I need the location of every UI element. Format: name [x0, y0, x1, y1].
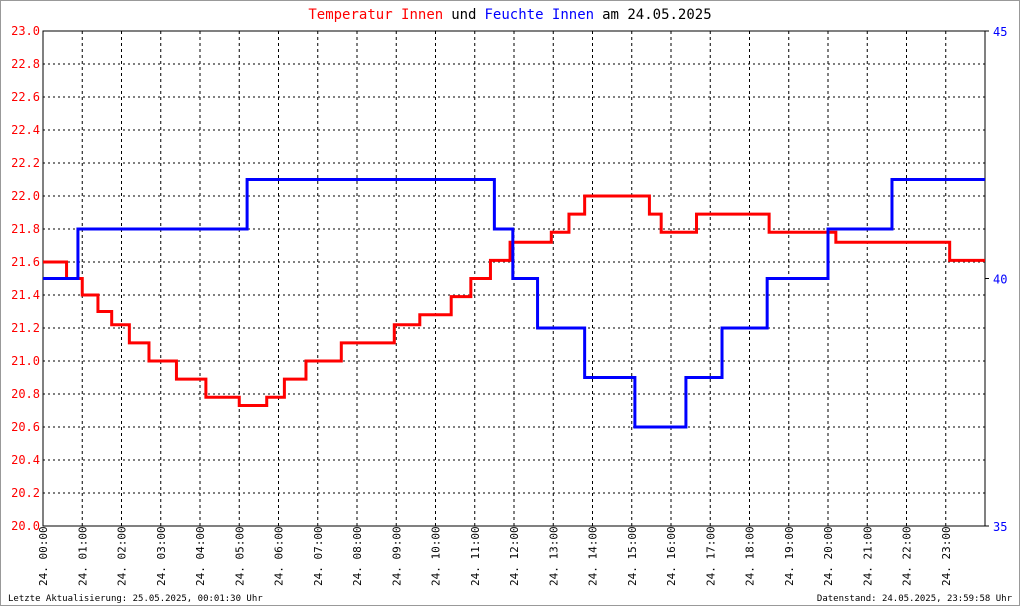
- title-part: Feuchte Innen: [485, 7, 595, 23]
- chart-title: Temperatur Innen und Feuchte Innen am 24.05…: [308, 7, 711, 23]
- y-tick-label: 21.2: [11, 321, 40, 335]
- x-tick-label: 24. 21:00: [861, 526, 874, 586]
- x-tick-label: 24. 05:00: [233, 526, 246, 586]
- footer-left: Letzte Aktualisierung: 25.05.2025, 00:01…: [8, 594, 263, 604]
- y-tick-label: 20.6: [11, 420, 40, 434]
- x-tick-label: 24. 16:00: [665, 526, 678, 586]
- y-tick-label: 20.2: [11, 486, 40, 500]
- y-tick-label: 20.4: [11, 453, 40, 467]
- x-tick-label: 24. 13:00: [547, 526, 560, 586]
- x-tick-label: 24. 15:00: [626, 526, 639, 586]
- x-tick-label: 24. 01:00: [76, 526, 89, 586]
- y-tick-label: 21.0: [11, 354, 40, 368]
- y-tick-label: 20.8: [11, 387, 40, 401]
- x-tick-label: 24. 18:00: [744, 526, 757, 586]
- y2-tick-label: 40: [993, 273, 1007, 287]
- footer-right: Datenstand: 24.05.2025, 23:59:58 Uhr: [817, 594, 1013, 604]
- x-tick-label: 24. 03:00: [155, 526, 168, 586]
- x-tick-label: 24. 02:00: [116, 526, 129, 586]
- x-tick-label: 24. 06:00: [273, 526, 286, 586]
- y2-tick-label: 35: [993, 520, 1007, 534]
- y-tick-label: 21.8: [11, 222, 40, 236]
- x-tick-label: 24. 12:00: [508, 526, 521, 586]
- x-tick-label: 24. 07:00: [312, 526, 325, 586]
- x-tick-label: 24. 11:00: [469, 526, 482, 586]
- data-line: [43, 194, 985, 408]
- title-part: und: [451, 7, 476, 23]
- x-tick-label: 24. 00:00: [37, 526, 50, 586]
- y2-tick-label: 45: [993, 25, 1007, 39]
- y-tick-label: 20.0: [11, 519, 40, 533]
- x-tick-label: 24. 08:00: [351, 526, 364, 586]
- y-tick-label: 22.4: [11, 123, 40, 137]
- x-tick-label: 24. 20:00: [822, 526, 835, 586]
- y-tick-label: 23.0: [11, 24, 40, 38]
- x-tick-label: 24. 10:00: [430, 526, 443, 586]
- x-tick-label: 24. 22:00: [901, 526, 914, 586]
- x-tick-label: 24. 23:00: [940, 526, 953, 586]
- title-part: am 24.05.2025: [602, 7, 712, 23]
- y-tick-label: 22.2: [11, 156, 40, 170]
- y-tick-label: 22.6: [11, 90, 40, 104]
- y-tick-label: 21.4: [11, 288, 40, 302]
- x-tick-label: 24. 04:00: [194, 526, 207, 586]
- x-tick-label: 24. 19:00: [783, 526, 796, 586]
- x-tick-label: 24. 09:00: [390, 526, 403, 586]
- data-line: [43, 178, 985, 429]
- title-part: Temperatur Innen: [308, 7, 443, 23]
- x-tick-label: 24. 17:00: [704, 526, 717, 586]
- y-tick-label: 22.8: [11, 57, 40, 71]
- y-tick-label: 22.0: [11, 189, 40, 203]
- x-tick-label: 24. 14:00: [587, 526, 600, 586]
- y-tick-label: 21.6: [11, 255, 40, 269]
